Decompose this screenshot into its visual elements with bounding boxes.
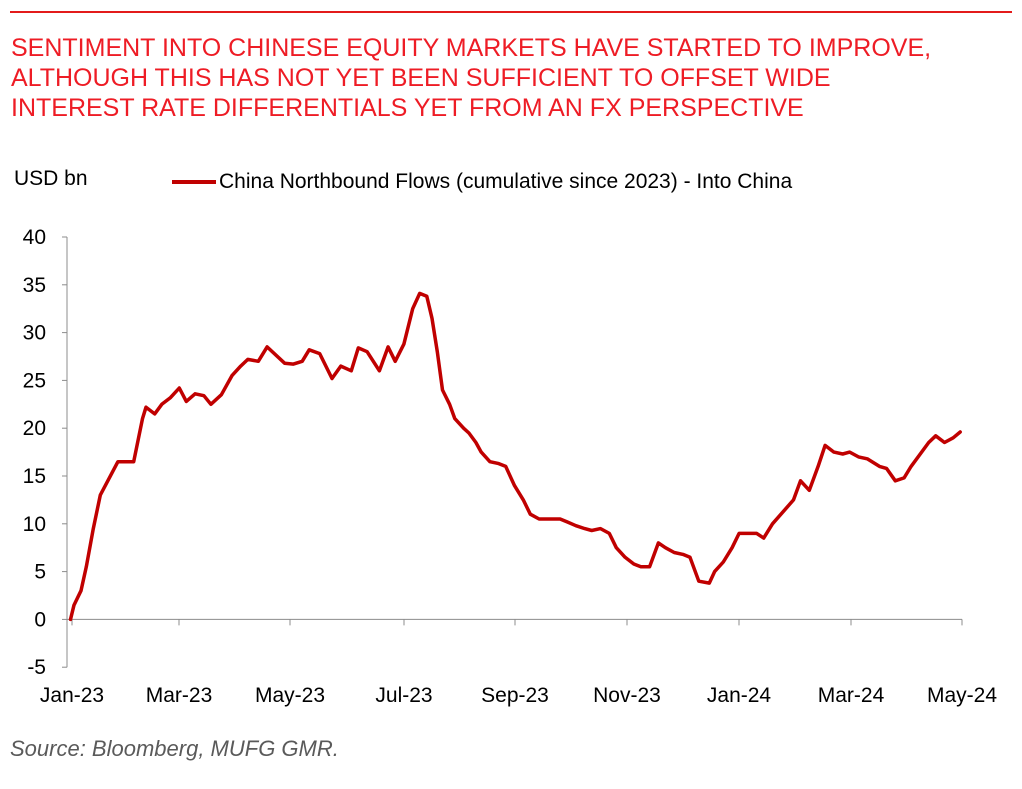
- y-tick-label: 30: [23, 322, 46, 345]
- y-tick-label: 0: [34, 608, 46, 631]
- chart-title: SENTIMENT INTO CHINESE EQUITY MARKETS HA…: [11, 33, 1011, 123]
- x-tick-label: May-24: [927, 684, 997, 707]
- x-tick-label: Mar-24: [818, 684, 885, 707]
- y-axis-unit-label: USD bn: [14, 167, 88, 190]
- x-tick-label: Mar-23: [146, 684, 213, 707]
- y-tick-label: -5: [27, 656, 46, 679]
- x-tick-label: Jul-23: [375, 684, 432, 707]
- top-rule: [10, 11, 1012, 13]
- y-tick-label: 40: [23, 226, 46, 249]
- legend-swatch: [172, 180, 216, 184]
- x-tick-label: Nov-23: [593, 684, 661, 707]
- chart-title-line-3: INTEREST RATE DIFFERENTIALS YET FROM AN …: [11, 94, 804, 122]
- legend: China Northbound Flows (cumulative since…: [172, 170, 792, 194]
- y-tick-label: 10: [23, 513, 46, 536]
- x-tick-label: May-23: [255, 684, 325, 707]
- chart-title-line-2: ALTHOUGH THIS HAS NOT YET BEEN SUFFICIEN…: [11, 64, 831, 92]
- y-tick-label: 15: [23, 465, 46, 488]
- chart-title-line-1: SENTIMENT INTO CHINESE EQUITY MARKETS HA…: [11, 34, 932, 62]
- y-tick-label: 5: [34, 561, 46, 584]
- y-tick-label: 20: [23, 417, 46, 440]
- x-tick-label: Jan-23: [40, 684, 104, 707]
- source-note: Source: Bloomberg, MUFG GMR.: [10, 736, 339, 761]
- x-tick-label: Sep-23: [481, 684, 549, 707]
- x-tick-label: Jan-24: [707, 684, 772, 707]
- y-tick-label: 25: [23, 369, 46, 392]
- series-line: [68, 291, 962, 622]
- y-tick-label: 35: [23, 274, 46, 297]
- legend-label: China Northbound Flows (cumulative since…: [219, 170, 793, 193]
